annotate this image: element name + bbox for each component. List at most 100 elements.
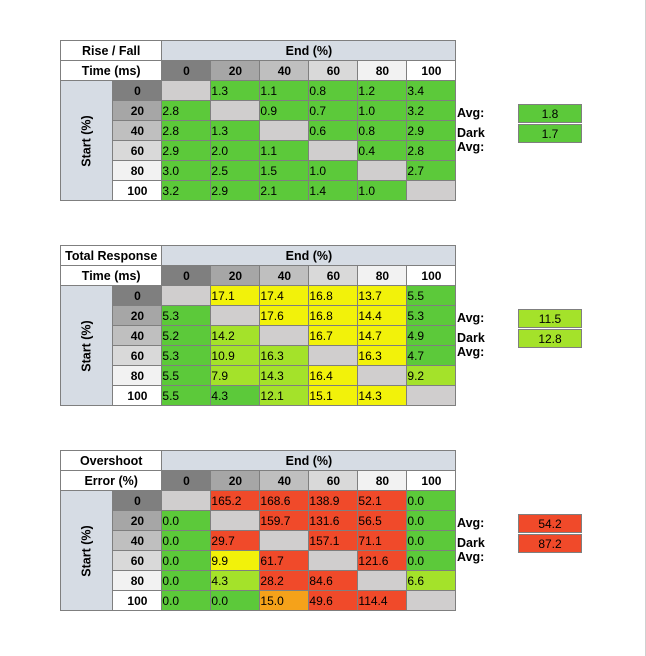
table-row: 60 0.0 9.9 61.7 121.6 0.0: [61, 550, 457, 571]
table-cell: 131.6: [308, 510, 359, 531]
column-header: 40: [259, 470, 310, 491]
table-cell: 61.7: [259, 550, 310, 571]
row-header: 0: [112, 285, 163, 306]
table-row: Start (%) 0 1.3 1.1 0.8 1.2 3.4: [59, 80, 457, 201]
table-cell: 0.7: [308, 100, 359, 121]
row-header: 100: [112, 385, 163, 406]
table-cell: 138.9: [308, 490, 359, 511]
table-cell: 49.6: [308, 590, 359, 611]
table-cell: 0.8: [308, 80, 359, 101]
table-row: Start (%) 0 165.2 168.6 138.9 52.1 0.0: [59, 490, 457, 611]
table-block-2: Total Response End (%) Time (ms) 0 20 40 60 80 1…: [59, 245, 457, 406]
table-cell: 0.0: [406, 490, 457, 511]
table-row: Start (%) 0 17.1 17.4 16.8 13.7 5.5: [59, 285, 457, 406]
column-header: 20: [210, 265, 261, 286]
table-cell: 29.7: [210, 530, 261, 551]
table-cell: 0.0: [161, 510, 212, 531]
table-cell: 0.8: [357, 120, 408, 141]
table-cell: [210, 100, 261, 121]
table-row: 100 0.0 0.0 15.0 49.6 114.4: [61, 590, 457, 611]
table-cell: 17.6: [259, 305, 310, 326]
column-header: 0: [161, 265, 212, 286]
table-cell: 17.1: [210, 285, 261, 306]
table-cell: 15.1: [308, 385, 359, 406]
table-cell: [308, 140, 359, 161]
table-cell: 17.4: [259, 285, 310, 306]
column-header: 60: [308, 265, 359, 286]
column-header: 80: [357, 265, 408, 286]
avg-label: Avg:: [457, 516, 485, 530]
table-cell: 0.0: [161, 550, 212, 571]
start-header: Start (%): [59, 285, 114, 406]
table-cell: [406, 180, 457, 201]
table-row: 20 5.3 17.6 16.8 14.4 5.3: [61, 305, 457, 326]
column-header: 100: [406, 60, 457, 81]
table-row: 80 0.0 4.3 28.2 84.6 6.6: [61, 570, 457, 591]
table-cell: 0.4: [357, 140, 408, 161]
row-header: 40: [112, 120, 163, 141]
table-cell: 0.9: [259, 100, 310, 121]
table-cell: 2.8: [161, 100, 212, 121]
table-cell: 1.5: [259, 160, 310, 181]
table-cell: 0.6: [308, 120, 359, 141]
table-cell: 9.9: [210, 550, 261, 571]
table-cell: 2.0: [210, 140, 261, 161]
data-table: Overshoot End (%) Error (%) 0 20 40 60 80 100 Sta…: [59, 450, 457, 611]
table-cell: 1.0: [308, 160, 359, 181]
table-cell: 9.2: [406, 365, 457, 386]
dark-avg-label: Dark Avg:: [457, 536, 485, 564]
table-cell: 1.0: [357, 180, 408, 201]
table-cell: 1.4: [308, 180, 359, 201]
start-header-label: Start (%): [79, 319, 94, 372]
row-header: 60: [112, 550, 163, 571]
table-cell: 5.5: [406, 285, 457, 306]
table-cell: 5.5: [161, 385, 212, 406]
table-cell: [161, 490, 212, 511]
table-row: 20 0.0 159.7 131.6 56.5 0.0: [61, 510, 457, 531]
table-cell: 2.1: [259, 180, 310, 201]
column-header: 0: [161, 470, 212, 491]
start-header: Start (%): [59, 490, 114, 611]
column-header-row: Error (%) 0 20 40 60 80 100: [59, 470, 457, 491]
table-cell: 5.3: [161, 345, 212, 366]
dark-avg-value: 87.2: [518, 534, 582, 553]
table-row: 40 2.8 1.3 0.6 0.8 2.9: [61, 120, 457, 141]
table-title-line2: Error (%): [59, 470, 163, 491]
table-cell: 2.9: [161, 140, 212, 161]
table-cell: [210, 510, 261, 531]
table-cell: [259, 120, 310, 141]
row-header: 100: [112, 180, 163, 201]
column-header: 80: [357, 470, 408, 491]
table-row: 40 5.2 14.2 16.7 14.7 4.9: [61, 325, 457, 346]
table-cell: 16.4: [308, 365, 359, 386]
dark-avg-value: 12.8: [518, 329, 582, 348]
table-cell: [259, 325, 310, 346]
table-cell: [308, 550, 359, 571]
table-cell: 13.7: [357, 285, 408, 306]
table-row: 80 5.5 7.9 14.3 16.4 9.2: [61, 365, 457, 386]
row-header: 100: [112, 590, 163, 611]
table-cell: 168.6: [259, 490, 310, 511]
table-cell: 14.3: [357, 385, 408, 406]
table-cell: 16.3: [259, 345, 310, 366]
column-header: 40: [259, 60, 310, 81]
column-header: 80: [357, 60, 408, 81]
table-cell: 0.0: [406, 550, 457, 571]
table-cell: 2.7: [406, 160, 457, 181]
table-cell: 121.6: [357, 550, 408, 571]
table-cell: 4.7: [406, 345, 457, 366]
table-cell: 1.1: [259, 80, 310, 101]
table-title: Rise / Fall: [59, 40, 163, 61]
column-header: 40: [259, 265, 310, 286]
table-cell: 0.0: [161, 590, 212, 611]
table-block-1: Rise / Fall End (%) Time (ms) 0 20 40 60 80 100 S…: [59, 40, 457, 201]
table-cell: 2.9: [406, 120, 457, 141]
table-block-3: Overshoot End (%) Error (%) 0 20 40 60 80 100 Sta…: [59, 450, 457, 611]
row-header: 20: [112, 305, 163, 326]
table-cell: 4.9: [406, 325, 457, 346]
table-cell: [357, 365, 408, 386]
avg-value: 54.2: [518, 514, 582, 533]
data-table: Total Response End (%) Time (ms) 0 20 40 60 80 1…: [59, 245, 457, 406]
table-cell: 5.3: [161, 305, 212, 326]
table-cell: 2.8: [161, 120, 212, 141]
